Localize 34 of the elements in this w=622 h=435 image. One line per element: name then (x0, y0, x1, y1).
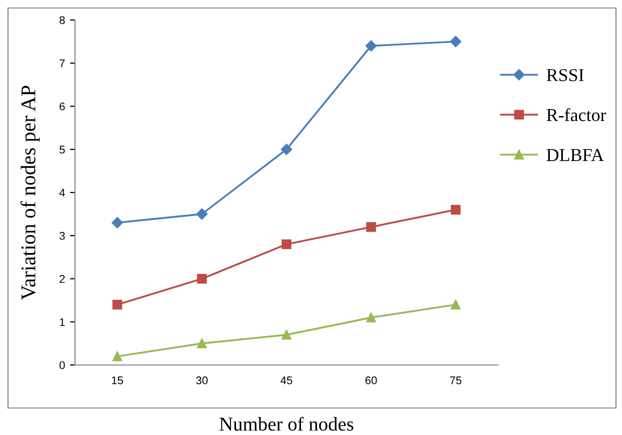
x-tick-label: 60 (365, 376, 377, 384)
point (365, 40, 377, 52)
point (450, 300, 461, 310)
y-tick-label: 4 (59, 188, 65, 197)
y-tick-label: 7 (60, 60, 65, 68)
x-tick-label: 75 (450, 376, 462, 384)
x-tick-label: 45 (280, 376, 292, 384)
y-axis-title: Variation of nodes per AP (20, 86, 40, 300)
y-tick-label: 5 (60, 146, 65, 154)
point (197, 274, 207, 284)
y-tick-label: 1 (60, 318, 65, 326)
point (366, 222, 376, 232)
point (197, 338, 207, 348)
point (112, 300, 122, 310)
y-tick-label: 0 (60, 361, 65, 370)
x-axis-title: Number of nodes (220, 416, 354, 431)
point (282, 239, 292, 250)
legend-label: RSSI (546, 69, 584, 82)
point (366, 312, 376, 322)
point (282, 330, 292, 340)
y-tick-label: 3 (60, 232, 65, 240)
y-tick-label: 2 (60, 275, 65, 283)
point (112, 217, 123, 228)
x-tick-label: 30 (196, 376, 208, 384)
point (112, 352, 122, 362)
legend-label: R-factor (546, 108, 606, 122)
point (280, 144, 292, 155)
legend-label: DLBFA (546, 149, 604, 162)
y-tick-label: 8 (60, 16, 65, 24)
point (450, 204, 461, 215)
x-tick-label: 15 (112, 376, 124, 384)
y-tick-label: 6 (60, 102, 65, 110)
point (196, 208, 208, 220)
point (450, 36, 462, 48)
